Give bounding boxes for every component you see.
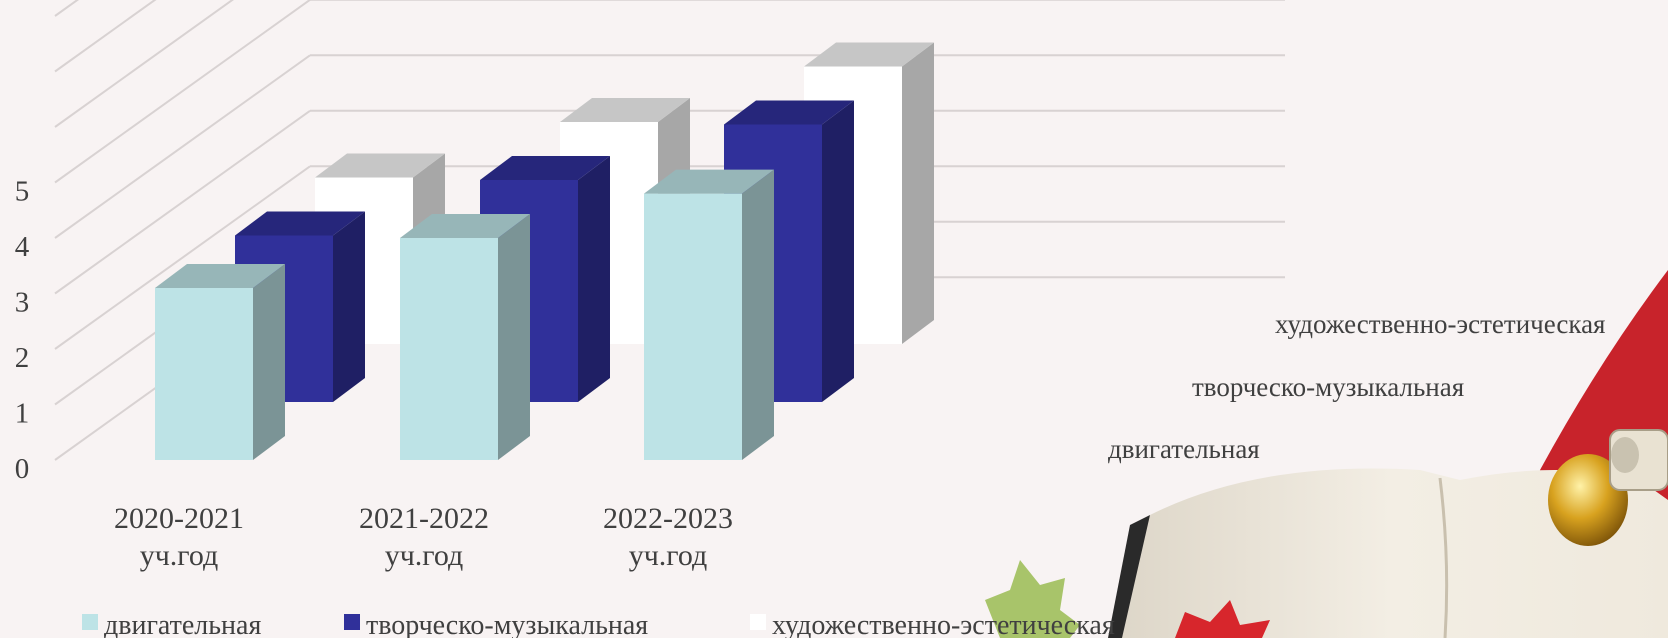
- bar-side-face: [253, 264, 285, 460]
- x-tick-label: 2020-2021 уч.год: [114, 502, 244, 572]
- y-axis: 0 1 2 3 4 5: [15, 176, 30, 486]
- y-tick-label: 1: [15, 398, 30, 430]
- bar-side-face: [742, 170, 774, 460]
- legend-label: художественно-эстетическая: [772, 610, 1115, 638]
- depth-axis-label: художественно-эстетическая: [1275, 309, 1605, 339]
- depth-axis: художественно-эстетическая творческо-музы…: [1108, 309, 1605, 464]
- x-axis: 2020-2021 уч.год 2021-2022 уч.год 2022-2023 у…: [114, 502, 733, 572]
- y-tick-label: 0: [15, 453, 30, 485]
- y-tick-label: 2: [15, 342, 30, 374]
- bar-front-face: [400, 238, 498, 460]
- depth-axis-label: двигательная: [1108, 434, 1260, 464]
- y-tick-label: 3: [15, 287, 30, 319]
- bar-двигательная-2: [644, 170, 774, 460]
- bar-двигательная-0: [155, 264, 285, 460]
- bar-side-face: [498, 214, 530, 460]
- legend-swatch: [750, 614, 766, 630]
- legend-label: творческо-музыкальная: [366, 610, 648, 638]
- side-gridline: [55, 0, 310, 16]
- x-tick-label: 2022-2023 уч.год: [603, 502, 733, 572]
- legend-swatch: [344, 614, 360, 630]
- bar-side-face: [822, 101, 854, 403]
- y-tick-label: 5: [15, 176, 30, 208]
- legend-label: двигательная: [104, 610, 261, 638]
- bar-side-face: [333, 212, 365, 403]
- y-tick-label: 4: [15, 231, 30, 263]
- bar-front-face: [644, 194, 742, 460]
- depth-axis-label: творческо-музыкальная: [1192, 372, 1464, 402]
- x-tick-label: 2021-2022 уч.год: [359, 502, 489, 572]
- legend-swatch: [82, 614, 98, 630]
- bar-front-face: [155, 288, 253, 460]
- chart-bars: [155, 43, 934, 461]
- side-gridline: [55, 55, 310, 238]
- bar-side-face: [902, 43, 934, 345]
- bar-side-face: [578, 156, 610, 402]
- legend: двигательная творческо-музыкальная художес…: [82, 610, 1115, 638]
- bar-двигательная-1: [400, 214, 530, 460]
- side-gridline: [55, 0, 310, 127]
- side-gridline: [55, 0, 310, 182]
